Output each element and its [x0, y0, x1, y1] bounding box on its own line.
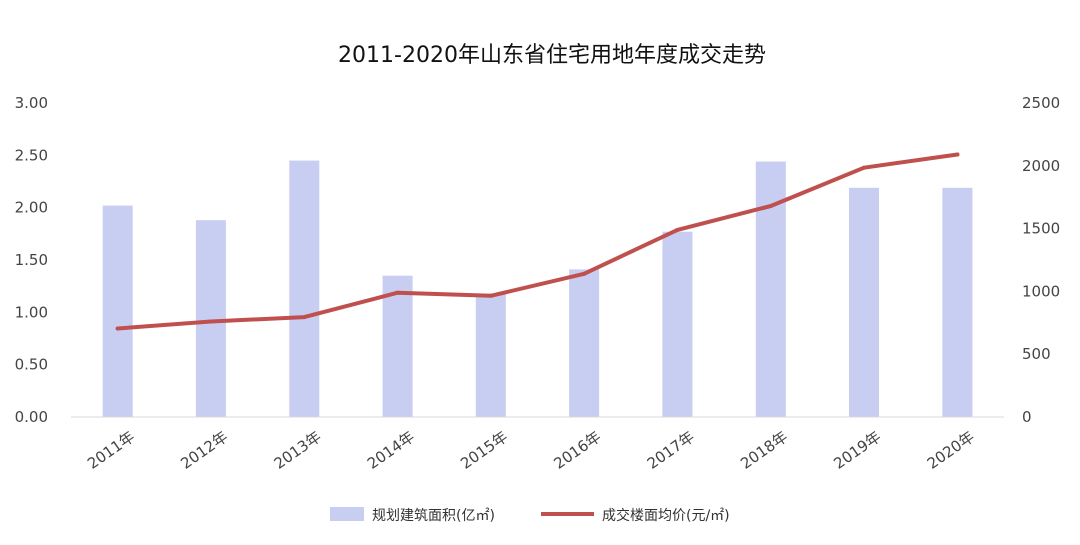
x-tick-label: 2015年	[457, 428, 511, 473]
y-left-tick-label: 2.00	[15, 199, 48, 217]
y-right-tick-label: 0	[1022, 408, 1032, 426]
x-tick-label: 2017年	[644, 428, 698, 473]
y-left-tick-label: 0.00	[15, 408, 48, 426]
line-point-5	[582, 271, 587, 276]
y-right-tick-label: 2500	[1022, 94, 1060, 112]
bars-layer	[102, 160, 973, 417]
legend: 规划建筑面积(亿㎡) 成交楼面均价(元/㎡)	[330, 507, 730, 524]
price-line	[115, 152, 960, 331]
y-left-tick-label: 2.50	[15, 146, 48, 164]
bar-2	[289, 160, 320, 417]
line-point-3	[395, 290, 400, 295]
bar-5	[569, 269, 600, 417]
line-point-2	[302, 315, 307, 320]
y-left-tick-label: 1.50	[15, 251, 48, 269]
bar-4	[475, 293, 506, 417]
x-tick-label: 2019年	[830, 428, 884, 473]
chart-title: 2011-2020年山东省住宅用地年度成交走势	[338, 43, 766, 68]
y-right-tick-label: 1500	[1022, 220, 1060, 238]
line-point-0	[115, 326, 120, 331]
x-tick-label: 2013年	[271, 428, 325, 473]
bar-6	[662, 231, 693, 417]
x-tick-label: 2012年	[177, 428, 231, 473]
legend-swatch-bar	[330, 507, 364, 521]
line-point-1	[208, 319, 213, 324]
bar-9	[942, 187, 973, 417]
line-point-9	[955, 152, 960, 157]
line-point-8	[862, 165, 866, 170]
y-right-tick-label: 1000	[1022, 282, 1060, 300]
y-left-tick-label: 0.50	[15, 356, 48, 374]
line-layer	[115, 152, 960, 331]
x-tick-label: 2016年	[551, 428, 605, 473]
line-point-6	[675, 227, 680, 232]
x-tick-label: 2020年	[924, 428, 978, 473]
bar-1	[195, 220, 226, 417]
legend-label-bar: 规划建筑面积(亿㎡)	[372, 508, 495, 524]
y-left-tick-label: 1.00	[15, 303, 48, 321]
y-left-tick-label: 3.00	[15, 94, 48, 112]
line-point-7	[768, 204, 773, 208]
x-tick-label: 2018年	[737, 428, 791, 473]
line-point-4	[488, 293, 493, 298]
legend-label-line: 成交楼面均价(元/㎡)	[602, 507, 730, 524]
bar-3	[382, 275, 413, 417]
bar-8	[849, 187, 879, 417]
y-right-tick-label: 500	[1022, 345, 1051, 363]
y-right-tick-label: 2000	[1022, 157, 1060, 175]
x-tick-label: 2011年	[84, 428, 138, 473]
x-tick-label: 2014年	[364, 428, 418, 473]
bar-0	[102, 205, 133, 417]
